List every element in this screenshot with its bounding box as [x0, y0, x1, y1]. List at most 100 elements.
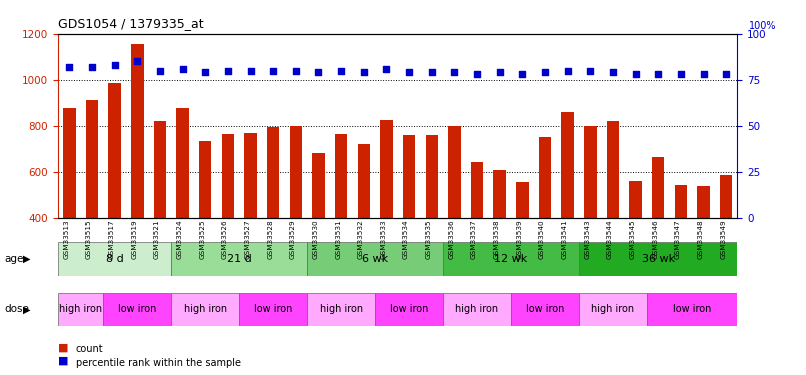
- Bar: [579, 292, 647, 326]
- Text: GSM33527: GSM33527: [244, 219, 251, 259]
- Bar: [358, 144, 370, 218]
- Point: [584, 68, 596, 74]
- Text: GSM33513: GSM33513: [64, 219, 69, 259]
- Bar: [426, 135, 438, 218]
- Text: GSM33548: GSM33548: [697, 219, 704, 259]
- Text: GSM33525: GSM33525: [199, 219, 206, 259]
- Point: [516, 71, 529, 77]
- Text: count: count: [76, 345, 103, 354]
- Bar: [448, 126, 460, 218]
- Text: GSM33521: GSM33521: [154, 219, 160, 259]
- Text: 21 d: 21 d: [226, 254, 251, 264]
- Text: ▶: ▶: [23, 304, 30, 314]
- Text: GSM33524: GSM33524: [177, 219, 183, 259]
- Bar: [289, 126, 302, 218]
- Text: GSM33534: GSM33534: [403, 219, 409, 259]
- Point: [357, 69, 370, 75]
- Text: low iron: low iron: [673, 304, 712, 314]
- Point: [561, 68, 574, 74]
- Point: [606, 69, 619, 75]
- Point: [131, 58, 143, 64]
- Text: GSM33541: GSM33541: [562, 219, 567, 259]
- Text: GSM33531: GSM33531: [335, 219, 341, 259]
- Text: GSM33547: GSM33547: [675, 219, 681, 259]
- Bar: [131, 44, 143, 218]
- Text: ▶: ▶: [23, 254, 30, 264]
- Text: low iron: low iron: [390, 304, 428, 314]
- Point: [222, 68, 235, 74]
- Point: [244, 68, 257, 74]
- Text: high iron: high iron: [59, 304, 102, 314]
- Point: [289, 68, 302, 74]
- Point: [720, 71, 733, 77]
- Bar: [675, 185, 687, 218]
- Bar: [647, 292, 737, 326]
- Bar: [607, 121, 619, 218]
- Text: GSM33539: GSM33539: [517, 219, 522, 259]
- Point: [471, 71, 484, 77]
- Bar: [720, 175, 733, 217]
- Point: [334, 68, 347, 74]
- Point: [652, 71, 665, 77]
- Point: [380, 66, 393, 72]
- Point: [312, 69, 325, 75]
- Bar: [443, 242, 579, 276]
- Text: 36 wk: 36 wk: [642, 254, 675, 264]
- Bar: [403, 135, 415, 218]
- Bar: [177, 108, 189, 217]
- Bar: [471, 162, 484, 218]
- Bar: [307, 292, 375, 326]
- Bar: [244, 132, 257, 218]
- Text: GSM33517: GSM33517: [109, 219, 114, 259]
- Bar: [579, 242, 737, 276]
- Text: percentile rank within the sample: percentile rank within the sample: [76, 358, 241, 368]
- Text: ■: ■: [58, 343, 69, 352]
- Bar: [307, 242, 443, 276]
- Text: GSM33526: GSM33526: [222, 219, 228, 259]
- Text: GSM33544: GSM33544: [607, 219, 613, 259]
- Point: [63, 64, 76, 70]
- Text: GSM33528: GSM33528: [268, 219, 273, 259]
- Bar: [629, 181, 642, 218]
- Bar: [171, 292, 239, 326]
- Bar: [516, 182, 529, 218]
- Bar: [85, 100, 98, 218]
- Bar: [239, 292, 307, 326]
- Text: dose: dose: [4, 304, 29, 314]
- Text: GSM33515: GSM33515: [86, 219, 92, 259]
- Point: [403, 69, 416, 75]
- Text: GSM33536: GSM33536: [448, 219, 455, 259]
- Text: high iron: high iron: [592, 304, 634, 314]
- Bar: [380, 120, 393, 218]
- Point: [85, 64, 98, 70]
- Point: [697, 71, 710, 77]
- Point: [538, 69, 551, 75]
- Bar: [154, 121, 166, 218]
- Bar: [171, 242, 307, 276]
- Text: GSM33529: GSM33529: [290, 219, 296, 259]
- Point: [493, 69, 506, 75]
- Point: [153, 68, 166, 74]
- Text: GSM33535: GSM33535: [426, 219, 432, 259]
- Bar: [103, 292, 171, 326]
- Text: GSM33543: GSM33543: [584, 219, 590, 259]
- Bar: [58, 292, 103, 326]
- Text: high iron: high iron: [184, 304, 226, 314]
- Bar: [652, 157, 664, 218]
- Text: 12 wk: 12 wk: [494, 254, 528, 264]
- Point: [426, 69, 438, 75]
- Bar: [222, 134, 234, 218]
- Point: [629, 71, 642, 77]
- Text: 8 d: 8 d: [106, 254, 123, 264]
- Text: GSM33519: GSM33519: [131, 219, 137, 259]
- Bar: [538, 137, 551, 218]
- Point: [267, 68, 280, 74]
- Bar: [109, 83, 121, 218]
- Point: [448, 69, 461, 75]
- Bar: [584, 126, 596, 218]
- Text: 100%: 100%: [749, 21, 776, 31]
- Bar: [443, 292, 511, 326]
- Point: [108, 62, 121, 68]
- Text: low iron: low iron: [254, 304, 293, 314]
- Text: high iron: high iron: [455, 304, 499, 314]
